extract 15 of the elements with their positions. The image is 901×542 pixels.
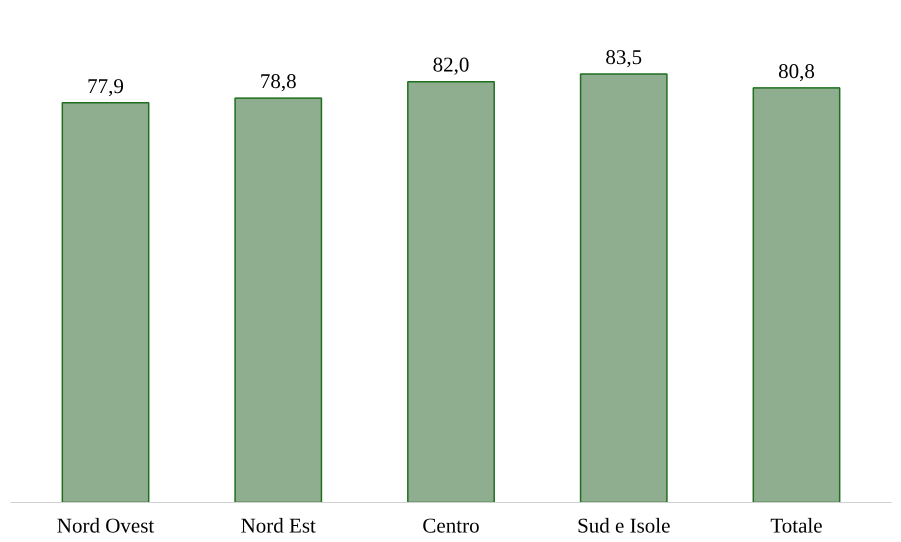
bar: [752, 87, 840, 502]
data-label: 82,0: [432, 52, 470, 77]
bar: [234, 97, 322, 502]
x-tick-label: Nord Est: [240, 514, 316, 538]
bar: [62, 102, 150, 502]
data-label: 80,8: [778, 58, 815, 83]
data-label: 83,5: [605, 45, 642, 70]
x-tick-label: Sud e Isole: [577, 514, 670, 538]
data-label: 77,9: [87, 74, 124, 98]
x-tick-label: Centro: [422, 514, 480, 538]
x-tick-label: Totale: [770, 514, 823, 538]
data-label: 78,8: [260, 69, 297, 94]
x-tick-label: Nord Ovest: [56, 514, 154, 538]
bar: [580, 73, 668, 502]
bar: [407, 81, 495, 502]
